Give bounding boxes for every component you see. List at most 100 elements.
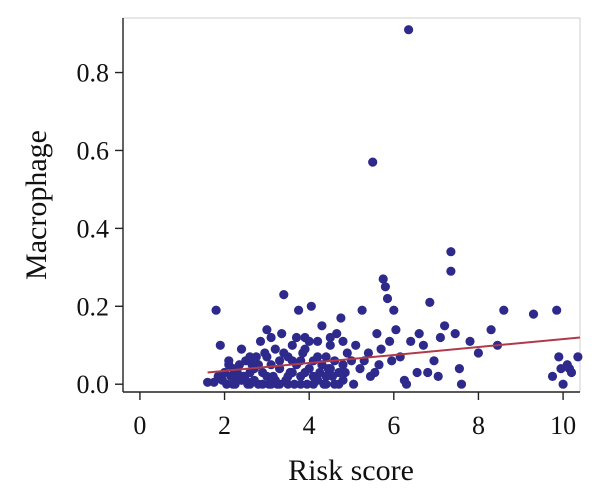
data-point	[258, 379, 268, 389]
plot-frame	[122, 17, 581, 393]
data-point	[334, 367, 344, 378]
data-point	[547, 371, 558, 381]
data-point	[573, 352, 583, 362]
data-point	[338, 375, 348, 385]
data-point	[404, 25, 414, 35]
x-axis-ticks: 0 2 4 6 8 10	[133, 392, 576, 440]
data-point	[279, 290, 289, 300]
data-point	[391, 325, 401, 335]
data-point	[372, 329, 382, 339]
data-point	[308, 371, 318, 381]
data-point	[355, 364, 365, 374]
data-point	[262, 325, 272, 335]
data-point	[382, 293, 393, 304]
data-point	[262, 352, 272, 362]
data-point	[287, 356, 297, 366]
data-point	[266, 360, 276, 370]
data-point	[412, 367, 422, 378]
data-point	[374, 360, 384, 370]
data-point	[418, 340, 428, 350]
data-point	[211, 305, 221, 315]
data-point	[351, 340, 361, 350]
data-point	[558, 379, 568, 389]
data-point	[387, 356, 397, 366]
y-axis-title: Macrophage	[20, 130, 53, 280]
data-point	[446, 247, 456, 257]
data-point	[325, 364, 335, 374]
data-point	[215, 340, 225, 350]
trend-line	[207, 336, 581, 374]
data-point	[338, 336, 348, 346]
x-axis-title: Risk score	[288, 454, 414, 487]
data-point	[300, 344, 310, 354]
data-point	[486, 325, 496, 335]
data-points	[203, 25, 583, 389]
data-point	[262, 371, 272, 381]
data-point	[296, 379, 306, 389]
data-point	[336, 313, 346, 323]
data-point	[435, 332, 445, 343]
x-tick-label: 8	[472, 411, 485, 440]
data-point	[321, 352, 331, 362]
y-tick-label: 0.0	[77, 370, 110, 399]
data-point	[554, 352, 564, 362]
data-point	[342, 348, 352, 358]
data-point	[401, 379, 412, 389]
data-point	[433, 371, 443, 381]
data-point	[300, 367, 310, 378]
data-point	[236, 344, 247, 354]
data-point	[203, 377, 213, 387]
data-point	[450, 329, 460, 339]
data-point	[321, 379, 331, 389]
data-point	[368, 157, 378, 167]
data-point	[222, 379, 232, 389]
y-tick-label: 0.4	[77, 214, 110, 243]
data-point	[456, 379, 467, 389]
data-point	[304, 336, 314, 346]
data-point	[346, 356, 357, 366]
data-point	[283, 371, 293, 381]
data-point	[564, 364, 575, 374]
data-point	[294, 305, 304, 315]
data-point	[389, 305, 399, 315]
trend-line-group	[207, 336, 581, 374]
data-point	[376, 344, 386, 354]
x-tick-label: 10	[550, 411, 576, 440]
data-point	[465, 336, 475, 346]
data-point	[289, 379, 299, 389]
data-point	[325, 340, 335, 350]
data-point	[287, 340, 297, 350]
data-point	[255, 336, 266, 346]
data-point	[349, 379, 359, 389]
y-tick-label: 0.2	[77, 292, 110, 321]
data-point	[425, 297, 435, 307]
data-point	[325, 332, 335, 343]
data-point	[414, 329, 424, 339]
x-tick-label: 6	[387, 411, 400, 440]
data-point	[283, 379, 293, 389]
data-point	[380, 282, 390, 292]
data-point	[224, 360, 234, 370]
data-point	[357, 305, 367, 315]
data-point	[275, 356, 285, 366]
data-point	[552, 305, 562, 315]
data-point	[270, 344, 280, 354]
data-point	[302, 379, 312, 389]
data-point	[275, 379, 285, 389]
data-point	[365, 371, 376, 381]
data-point	[317, 321, 327, 331]
x-tick-label: 4	[303, 411, 316, 440]
y-tick-label: 0.6	[77, 136, 110, 165]
data-point	[228, 379, 238, 389]
y-tick-label: 0.8	[77, 59, 110, 88]
data-point	[245, 379, 255, 389]
data-point	[313, 352, 323, 362]
data-point	[266, 379, 276, 389]
data-point	[330, 379, 340, 389]
data-point	[340, 367, 350, 378]
data-point	[313, 336, 323, 346]
data-point	[454, 364, 464, 374]
data-point	[528, 309, 539, 319]
data-point	[406, 336, 416, 346]
